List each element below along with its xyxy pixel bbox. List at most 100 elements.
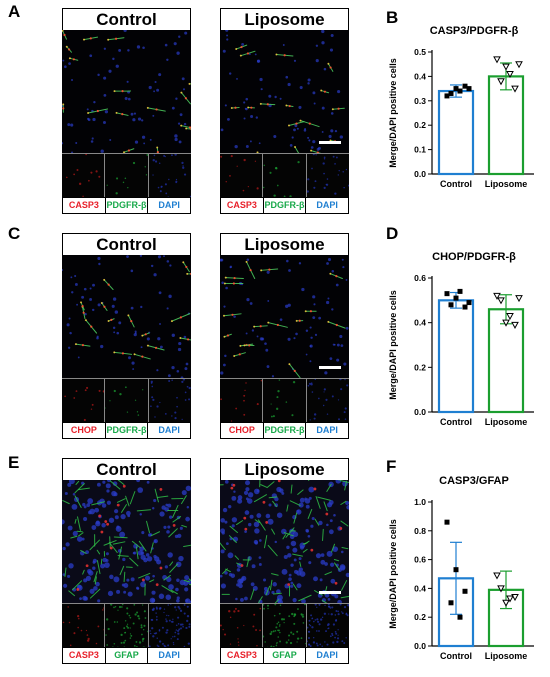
- y-tick-label: 0.6: [414, 555, 426, 565]
- image-title: Control: [62, 458, 191, 480]
- panel-letter-f: F: [386, 457, 397, 476]
- channel-label-red: CASP3: [221, 648, 264, 663]
- scale-bar: [319, 591, 341, 594]
- data-point-control: [448, 302, 454, 308]
- channel-labels: CASP3 GFAP DAPI: [62, 647, 191, 664]
- data-point-control: [453, 295, 459, 301]
- channel-labels: CASP3 PDGFR-β DAPI: [62, 197, 191, 214]
- thumbnail-blue-channel: [306, 154, 349, 197]
- thumbnail-green-channel: [263, 604, 307, 647]
- data-point-control: [462, 588, 468, 594]
- bar-control: [437, 299, 475, 414]
- data-point-liposome: [511, 321, 519, 329]
- channel-label-green: PDGFR-β: [264, 198, 307, 213]
- micrograph-merge: [220, 30, 349, 153]
- data-point-liposome: [502, 63, 510, 71]
- y-tick-label: 0.4: [414, 583, 426, 593]
- thumbnail-blue-channel: [148, 154, 191, 197]
- x-tick-label: Control: [440, 417, 472, 427]
- thumbnail-red-channel: [220, 604, 264, 647]
- thumbnail-blue-channel: [306, 604, 349, 647]
- chart-title: CASP3/PDGFR-β: [430, 25, 519, 37]
- panel-letter-b: B: [386, 8, 399, 27]
- data-point-liposome: [506, 312, 514, 321]
- thumbnail-red-channel: [220, 379, 264, 422]
- data-point-liposome: [493, 572, 501, 580]
- y-tick-label: 0.6: [414, 273, 426, 283]
- image-block-a-liposome: Liposome CASP3 PDGFR-β DAPI: [220, 8, 349, 214]
- channel-labels: CASP3 GFAP DAPI: [220, 647, 349, 664]
- micrograph-merge: [62, 30, 191, 153]
- thumbnail-blue-channel: [306, 379, 349, 422]
- chart-d: CHOP/PDGFR-β Merge/DAPI positive cells 0.0…: [388, 251, 534, 427]
- image-block-a-control: Control CASP3 PDGFR-β DAPI: [62, 8, 191, 214]
- data-point-control: [448, 600, 454, 606]
- data-point-liposome: [493, 56, 501, 64]
- data-point-liposome: [502, 319, 510, 327]
- channel-thumbnails: [62, 153, 191, 197]
- data-point-liposome: [515, 295, 523, 303]
- data-point-control: [444, 291, 450, 297]
- channel-label-red: CHOP: [221, 423, 264, 438]
- scale-bar: [319, 141, 341, 144]
- bar-liposome: [487, 75, 525, 176]
- panel-letter-a: A: [8, 2, 21, 21]
- y-tick-label: 0.8: [414, 526, 426, 536]
- data-point-control: [453, 86, 459, 92]
- channel-label-blue: DAPI: [316, 650, 338, 660]
- data-point-control: [466, 86, 472, 92]
- x-tick-label: Control: [440, 651, 472, 661]
- y-tick-label: 0.2: [414, 120, 426, 130]
- image-title: Liposome: [220, 233, 349, 255]
- x-tick-label: Liposome: [485, 417, 528, 427]
- thumbnail-green-channel: [263, 379, 307, 422]
- thumbnail-blue-channel: [148, 604, 191, 647]
- data-point-control: [457, 288, 463, 294]
- channel-thumbnails: [220, 603, 349, 647]
- channel-label-blue: DAPI: [158, 425, 180, 435]
- thumbnail-red-channel: [62, 379, 106, 422]
- channel-label-green: PDGFR-β: [106, 423, 149, 438]
- channel-label-green: GFAP: [264, 648, 307, 663]
- data-point-liposome: [497, 297, 505, 305]
- x-tick-label: Liposome: [485, 651, 528, 661]
- scale-bar: [319, 366, 341, 369]
- y-tick-label: 0.1: [414, 145, 426, 155]
- thumbnail-blue-channel: [148, 379, 191, 422]
- data-point-control: [444, 93, 450, 99]
- thumbnail-green-channel: [105, 379, 149, 422]
- channel-thumbnails: [220, 378, 349, 422]
- image-title: Control: [62, 8, 191, 30]
- micrograph-merge: [220, 480, 349, 603]
- channel-label-red: CASP3: [63, 198, 106, 213]
- thumbnail-green-channel: [263, 154, 307, 197]
- micrograph-merge: [62, 480, 191, 603]
- chart-title: CHOP/PDGFR-β: [432, 251, 516, 263]
- channel-label-green: PDGFR-β: [106, 198, 149, 213]
- y-tick-label: 0.2: [414, 362, 426, 372]
- y-tick-label: 0.5: [414, 47, 426, 57]
- data-point-liposome: [493, 292, 501, 300]
- chart-f: CASP3/GFAP Merge/DAPI positive cells 0.0 0.…: [388, 475, 534, 661]
- panel-letter-e: E: [8, 453, 20, 472]
- data-point-control: [462, 83, 468, 89]
- y-tick-label: 0.3: [414, 96, 426, 106]
- x-tick-label: Liposome: [485, 179, 528, 189]
- data-point-control: [453, 567, 459, 573]
- thumbnail-red-channel: [62, 154, 106, 197]
- y-tick-label: 1.0: [414, 497, 426, 507]
- channel-thumbnails: [62, 378, 191, 422]
- thumbnail-green-channel: [105, 154, 149, 197]
- y-axis-label: Merge/DAPI positive cells: [388, 58, 398, 168]
- y-tick-label: 0.0: [414, 407, 426, 417]
- image-block-e-liposome: Liposome CASP3 GFAP DAPI: [220, 458, 349, 664]
- data-point-liposome: [515, 61, 523, 69]
- panel-letter-c: C: [8, 224, 21, 243]
- data-point-liposome: [506, 70, 514, 79]
- y-tick-label: 0.0: [414, 169, 426, 179]
- data-point-control: [462, 304, 468, 310]
- channel-label-blue: DAPI: [158, 650, 180, 660]
- data-point-liposome: [497, 585, 505, 593]
- micrograph-merge: [62, 255, 191, 378]
- image-block-c-control: Control CHOP PDGFR-β DAPI: [62, 233, 191, 439]
